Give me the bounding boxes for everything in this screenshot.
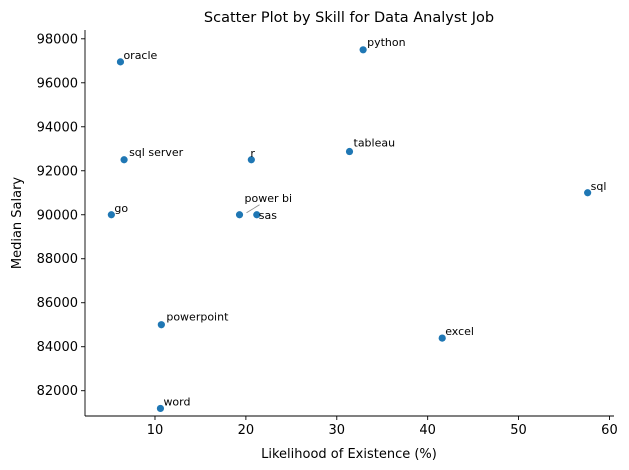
x-tick-label: 50 <box>510 423 527 438</box>
point-labels: oracle python sql server r tableau sql go power… <box>114 36 606 409</box>
data-point-sql <box>584 189 592 197</box>
point-label: go <box>114 202 128 215</box>
x-tick-label: 10 <box>147 423 164 438</box>
y-tick-label: 86000 <box>37 296 78 311</box>
data-point-oracle <box>116 58 125 66</box>
y-tick-label: 92000 <box>37 164 78 179</box>
point-label: oracle <box>123 49 157 62</box>
data-point-word <box>156 404 165 413</box>
point-label: r <box>250 147 255 160</box>
point-label: powerpoint <box>166 311 229 324</box>
y-tick-label: 90000 <box>37 208 78 223</box>
chart-title: Scatter Plot by Skill for Data Analyst J… <box>204 10 494 26</box>
data-point-excel <box>438 334 446 342</box>
point-label: sas <box>259 209 277 222</box>
x-tick-label: 60 <box>601 423 618 438</box>
leader-line <box>246 204 260 214</box>
x-tick-label: 40 <box>419 423 436 438</box>
data-point-go <box>107 211 115 219</box>
data-points <box>107 46 592 413</box>
data-point-sas <box>253 211 261 219</box>
data-point-power-bi <box>235 211 244 219</box>
y-tick-label: 84000 <box>37 340 78 355</box>
data-point-python <box>359 46 367 54</box>
x-tick-label: 30 <box>329 423 346 438</box>
point-label: python <box>367 36 406 49</box>
point-label: sql server <box>129 146 184 159</box>
x-ticks: 10 20 30 40 50 60 <box>147 416 618 438</box>
data-point-tableau <box>345 147 354 156</box>
data-point-powerpoint <box>157 321 165 329</box>
point-label: tableau <box>354 137 396 150</box>
x-tick-label: 20 <box>238 423 255 438</box>
point-label: sql <box>591 180 607 193</box>
data-point-sql-server <box>120 156 128 164</box>
y-tick-label: 88000 <box>37 252 78 267</box>
point-label: excel <box>445 325 474 338</box>
x-axis-title: Likelihood of Existence (%) <box>261 447 437 462</box>
y-ticks: 82000 84000 86000 88000 90000 92000 94000 96000… <box>37 32 85 399</box>
data-point-r <box>247 156 255 164</box>
point-label: word <box>163 395 190 408</box>
y-tick-label: 98000 <box>37 32 78 47</box>
y-tick-label: 82000 <box>37 384 78 399</box>
y-axis-title: Median Salary <box>10 177 25 270</box>
point-label: power bi <box>245 192 293 205</box>
y-tick-label: 94000 <box>37 120 78 135</box>
y-tick-label: 96000 <box>37 76 78 91</box>
leader-lines <box>246 204 260 214</box>
